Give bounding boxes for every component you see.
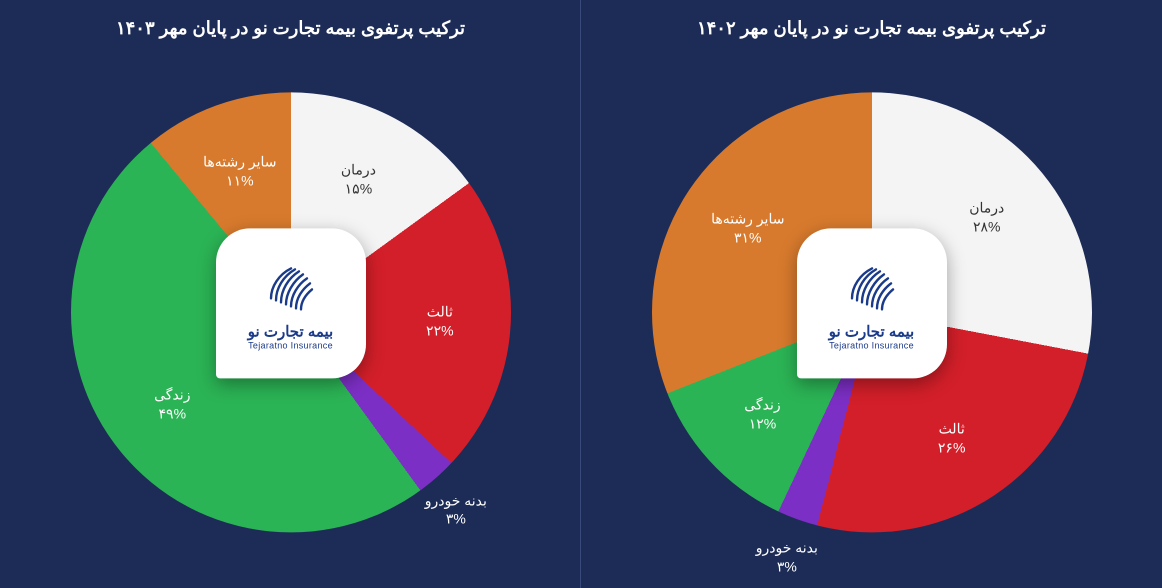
slice-label: بدنه خودرو۳% xyxy=(756,539,818,577)
chart-title-1402: ترکیب پرتفوی بیمه تجارت نو در پایان مهر … xyxy=(581,18,1162,39)
slice-label: ثالث۲۲% xyxy=(426,303,454,341)
slice-label: درمان۱۵% xyxy=(341,160,376,198)
brand-name-en: Tejaratno Insurance xyxy=(248,340,333,350)
brand-name-en: Tejaratno Insurance xyxy=(829,340,914,350)
chart-title-1403: ترکیب پرتفوی بیمه تجارت نو در پایان مهر … xyxy=(0,18,581,39)
panel-1403: ترکیب پرتفوی بیمه تجارت نو در پایان مهر … xyxy=(0,0,581,588)
chart-wrap-1403: درمان۱۵% ثالث۲۲% بدنه خودرو۳% زندگی۴۹% سایر … xyxy=(61,82,521,542)
panel-1402: ترکیب پرتفوی بیمه تجارت نو در پایان مهر … xyxy=(581,0,1162,588)
center-logo-1402: بیمه تجارت نو Tejaratno Insurance xyxy=(797,228,947,378)
center-logo-1403: بیمه تجارت نو Tejaratno Insurance xyxy=(216,228,366,378)
slice-label: زندگی۴۹% xyxy=(154,385,190,423)
brand-name-fa: بیمه تجارت نو xyxy=(829,322,914,340)
slice-label: بدنه خودرو۳% xyxy=(425,491,487,529)
slice-label: سایر رشته‌ها۱۱% xyxy=(203,153,276,191)
slice-label: ثالث۲۶% xyxy=(938,420,966,458)
slice-label: سایر رشته‌ها۳۱% xyxy=(711,209,784,247)
brand-logo-icon xyxy=(840,264,904,318)
brand-name-fa: بیمه تجارت نو xyxy=(248,322,333,340)
brand-logo-icon xyxy=(259,264,323,318)
chart-wrap-1402: درمان۲۸%ثالث۲۶%بدنه خودرو۳%زندگی۱۲%سایر … xyxy=(642,82,1102,542)
panel-divider xyxy=(580,0,581,588)
slice-label: درمان۲۸% xyxy=(969,198,1004,236)
slice-label: زندگی۱۲% xyxy=(744,396,780,434)
